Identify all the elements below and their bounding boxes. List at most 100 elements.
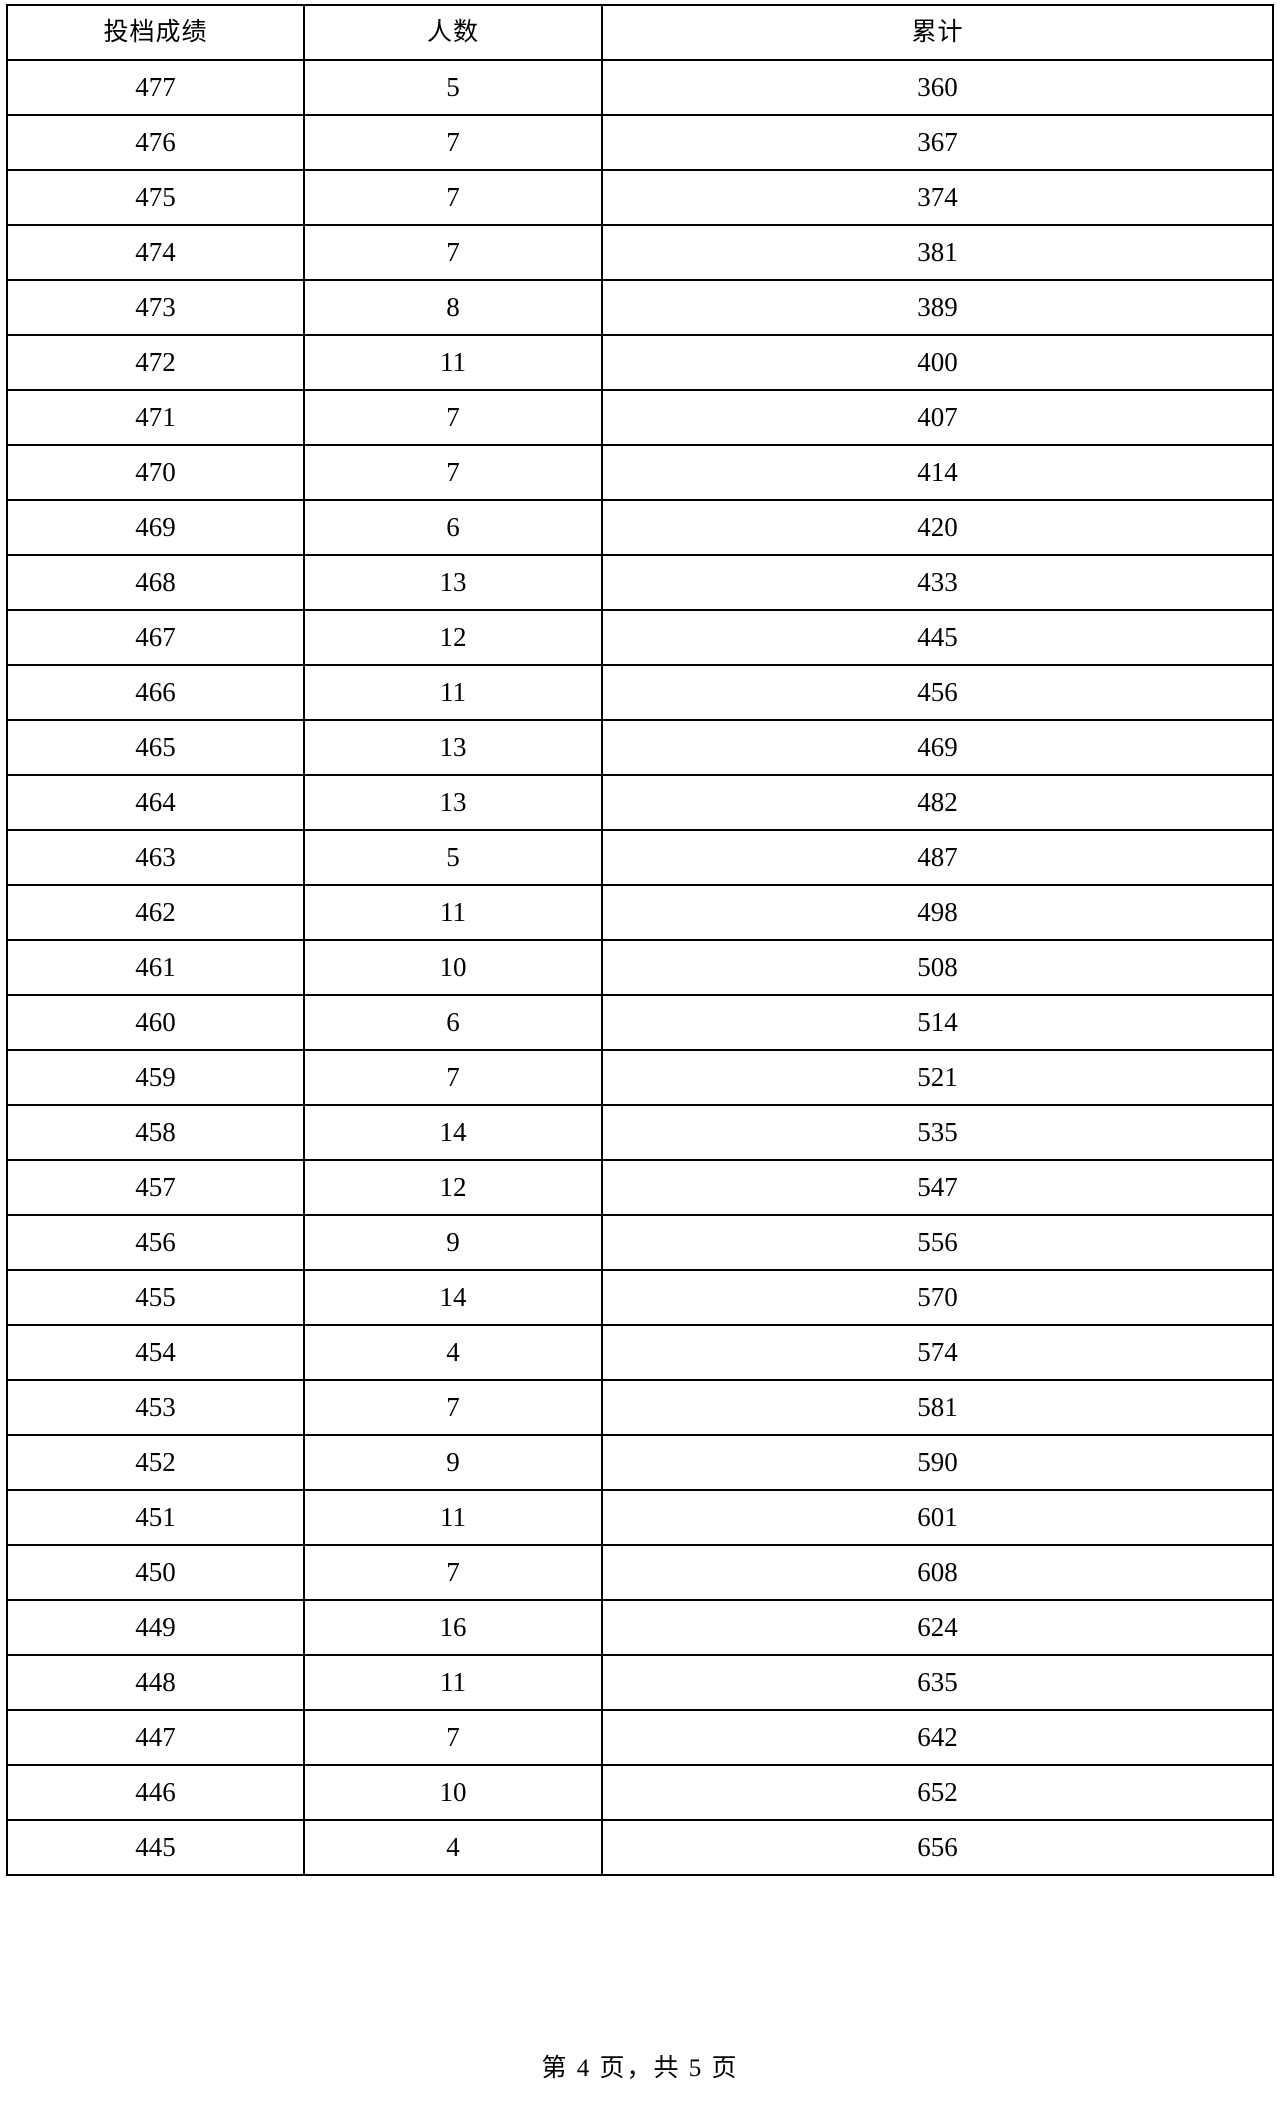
cell-count: 7: [303, 169, 603, 226]
cell-cumulative: 574: [601, 1324, 1274, 1381]
cell-score: 454: [6, 1324, 305, 1381]
cell-count: 11: [303, 1654, 603, 1711]
table-row: 467 12 445: [6, 609, 1274, 666]
cell-cumulative: 521: [601, 1049, 1274, 1106]
cell-count: 13: [303, 719, 603, 776]
table-row: 468 13 433: [6, 554, 1274, 611]
cell-cumulative: 635: [601, 1654, 1274, 1711]
cell-count: 6: [303, 499, 603, 556]
cell-cumulative: 556: [601, 1214, 1274, 1271]
table-row: 462 11 498: [6, 884, 1274, 941]
cell-score: 475: [6, 169, 305, 226]
cell-cumulative: 642: [601, 1709, 1274, 1766]
cell-count: 11: [303, 664, 603, 721]
cell-score: 476: [6, 114, 305, 171]
cell-score: 450: [6, 1544, 305, 1601]
cell-score: 455: [6, 1269, 305, 1326]
cell-score: 474: [6, 224, 305, 281]
table-row: 472 11 400: [6, 334, 1274, 391]
cell-count: 11: [303, 884, 603, 941]
column-header-cumulative: 累计: [601, 4, 1274, 61]
cell-count: 7: [303, 389, 603, 446]
cell-score: 471: [6, 389, 305, 446]
cell-count: 7: [303, 114, 603, 171]
table-row: 465 13 469: [6, 719, 1274, 776]
cell-cumulative: 608: [601, 1544, 1274, 1601]
cell-score: 469: [6, 499, 305, 556]
cell-count: 14: [303, 1269, 603, 1326]
cell-count: 9: [303, 1434, 603, 1491]
cell-cumulative: 367: [601, 114, 1274, 171]
cell-cumulative: 469: [601, 719, 1274, 776]
table-row: 452 9 590: [6, 1434, 1274, 1491]
cell-count: 8: [303, 279, 603, 336]
table-body: 477 5 360 476 7 367 475 7 374 474 7 381 473 8 389 472 11…: [6, 59, 1274, 1876]
cell-cumulative: 547: [601, 1159, 1274, 1216]
cell-cumulative: 381: [601, 224, 1274, 281]
column-header-count: 人数: [303, 4, 603, 61]
cell-cumulative: 601: [601, 1489, 1274, 1546]
table-row: 453 7 581: [6, 1379, 1274, 1436]
cell-score: 467: [6, 609, 305, 666]
cell-count: 10: [303, 1764, 603, 1821]
cell-cumulative: 407: [601, 389, 1274, 446]
table-row: 466 11 456: [6, 664, 1274, 721]
cell-cumulative: 482: [601, 774, 1274, 831]
cell-count: 5: [303, 829, 603, 886]
table-row: 471 7 407: [6, 389, 1274, 446]
cell-count: 10: [303, 939, 603, 996]
cell-cumulative: 389: [601, 279, 1274, 336]
cell-count: 9: [303, 1214, 603, 1271]
cell-score: 473: [6, 279, 305, 336]
cell-score: 459: [6, 1049, 305, 1106]
cell-score: 472: [6, 334, 305, 391]
cell-score: 464: [6, 774, 305, 831]
table-row: 459 7 521: [6, 1049, 1274, 1106]
cell-score: 462: [6, 884, 305, 941]
table-row: 457 12 547: [6, 1159, 1274, 1216]
cell-count: 13: [303, 774, 603, 831]
table-row: 476 7 367: [6, 114, 1274, 171]
cell-cumulative: 514: [601, 994, 1274, 1051]
table-row: 460 6 514: [6, 994, 1274, 1051]
cell-score: 465: [6, 719, 305, 776]
cell-count: 4: [303, 1819, 603, 1876]
cell-score: 456: [6, 1214, 305, 1271]
table-row: 445 4 656: [6, 1819, 1274, 1876]
cell-cumulative: 400: [601, 334, 1274, 391]
cell-cumulative: 360: [601, 59, 1274, 116]
table-row: 463 5 487: [6, 829, 1274, 886]
table-row: 455 14 570: [6, 1269, 1274, 1326]
table-row: 447 7 642: [6, 1709, 1274, 1766]
cell-cumulative: 374: [601, 169, 1274, 226]
cell-count: 12: [303, 609, 603, 666]
cell-score: 451: [6, 1489, 305, 1546]
cell-score: 477: [6, 59, 305, 116]
cell-count: 16: [303, 1599, 603, 1656]
cell-score: 449: [6, 1599, 305, 1656]
table-row: 446 10 652: [6, 1764, 1274, 1821]
cell-score: 448: [6, 1654, 305, 1711]
cell-cumulative: 590: [601, 1434, 1274, 1491]
cell-score: 468: [6, 554, 305, 611]
cell-score: 452: [6, 1434, 305, 1491]
score-distribution-table: 投档成绩 人数 累计 477 5 360 476 7 367 475 7 374 474 7 381 4…: [6, 4, 1274, 1876]
table-row: 475 7 374: [6, 169, 1274, 226]
cell-cumulative: 487: [601, 829, 1274, 886]
cell-count: 7: [303, 444, 603, 501]
table-row: 448 11 635: [6, 1654, 1274, 1711]
cell-cumulative: 624: [601, 1599, 1274, 1656]
cell-cumulative: 656: [601, 1819, 1274, 1876]
cell-count: 7: [303, 224, 603, 281]
cell-score: 470: [6, 444, 305, 501]
cell-count: 11: [303, 334, 603, 391]
cell-cumulative: 445: [601, 609, 1274, 666]
cell-count: 7: [303, 1544, 603, 1601]
table-row: 461 10 508: [6, 939, 1274, 996]
cell-cumulative: 652: [601, 1764, 1274, 1821]
cell-cumulative: 414: [601, 444, 1274, 501]
table-row: 477 5 360: [6, 59, 1274, 116]
cell-cumulative: 581: [601, 1379, 1274, 1436]
table-row: 469 6 420: [6, 499, 1274, 556]
cell-count: 14: [303, 1104, 603, 1161]
